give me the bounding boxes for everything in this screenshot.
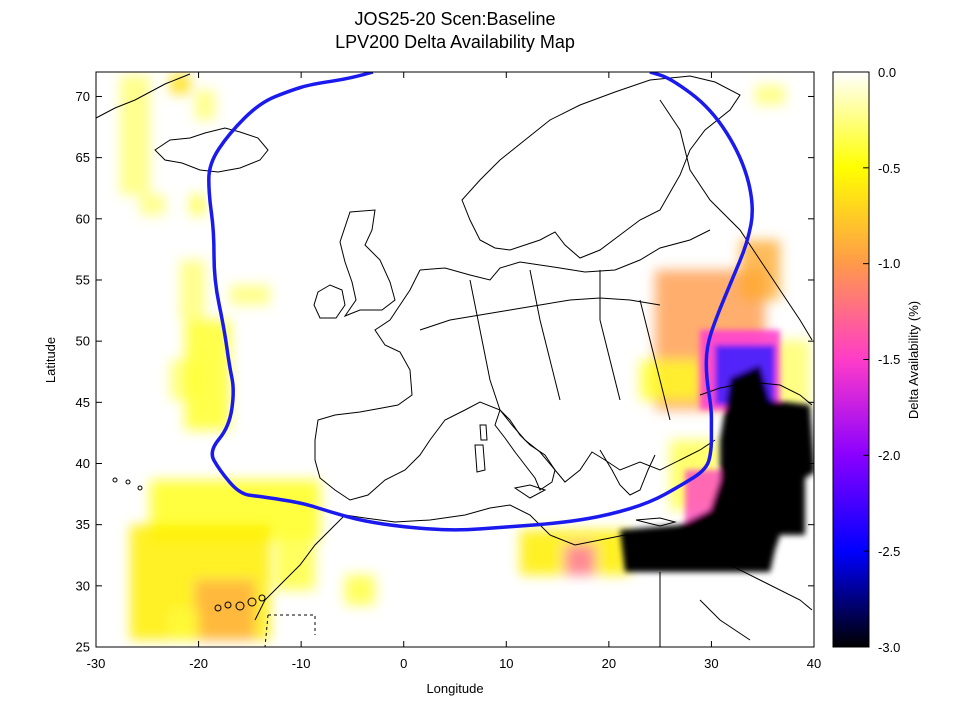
coastline-sardinia xyxy=(474,444,486,473)
heat-patch-romania xyxy=(640,360,700,400)
island-dot xyxy=(247,597,257,607)
coastline-iceland xyxy=(154,127,269,173)
coastline-sicily xyxy=(513,484,547,499)
coastline-western-europe xyxy=(314,261,716,501)
coastline-corsica xyxy=(479,424,488,441)
coastline-north-africa xyxy=(254,504,741,621)
heat-patch-sahara-west xyxy=(275,540,315,590)
heat-patch-eastern-med-black xyxy=(620,365,814,572)
axis-tick-marks xyxy=(95,71,869,648)
colorbar: 0.0 -0.5 -1.0 -1.5 -2.0 -2.5 -3.0 Delta … xyxy=(832,65,921,655)
plot-area xyxy=(95,71,815,648)
coastline-italy xyxy=(494,409,556,491)
heat-patch-atlantic-top xyxy=(170,74,190,94)
chart-title-line2: LPV200 Delta Availability Map xyxy=(335,32,575,52)
plot-frame xyxy=(95,71,815,648)
y-tick-label: 25 xyxy=(76,640,90,655)
heat-patch-atlantic-61 xyxy=(190,195,205,215)
colorbar-tick-label: -0.5 xyxy=(878,161,900,176)
colorbar-tick-label: -1.0 xyxy=(878,256,900,271)
y-tick-label: 60 xyxy=(76,211,90,226)
heat-patch-atlantic-46 xyxy=(170,360,200,400)
y-tick-label: 45 xyxy=(76,395,90,410)
x-axis-ticks: -30 -20 -10 0 10 20 30 40 xyxy=(87,656,822,671)
heat-patch-russia-west xyxy=(740,240,780,300)
y-tick-label: 30 xyxy=(76,578,90,593)
island-dot xyxy=(258,594,266,602)
island-dot xyxy=(137,485,143,491)
y-tick-label: 40 xyxy=(76,456,90,471)
island-dot xyxy=(214,604,222,612)
heat-patch-atlantic-north xyxy=(120,75,150,195)
canary-islands xyxy=(214,594,266,612)
colorbar-tick-label: -2.5 xyxy=(878,544,900,559)
heat-patch-atlantic-60 xyxy=(140,195,165,215)
heat-patch-libya-pink xyxy=(565,545,595,575)
coastline-great-britain xyxy=(339,209,396,318)
x-tick-label: -30 xyxy=(87,656,106,671)
coastline-scandinavia xyxy=(461,75,741,259)
heat-patch-sahara-south xyxy=(170,610,200,640)
colorbar-tick-label: -3.0 xyxy=(878,640,900,655)
heat-patch-iceland-south xyxy=(195,90,215,120)
x-tick-label: 20 xyxy=(602,656,616,671)
azores-islands xyxy=(112,477,143,491)
y-tick-label: 50 xyxy=(76,334,90,349)
border-east xyxy=(659,99,813,341)
island-dot xyxy=(235,601,245,611)
border-black-sea xyxy=(699,381,813,406)
heat-core-layer xyxy=(620,330,814,572)
heat-patch-canary-orange xyxy=(195,580,255,640)
colorbar-tick-label: -2.0 xyxy=(878,448,900,463)
heat-patch-atlantic-55 xyxy=(180,260,205,320)
coastline-baltic xyxy=(539,229,711,273)
colorbar-tick-label: 0.0 xyxy=(878,65,896,80)
coastline-ireland xyxy=(313,284,346,319)
coastline-crete xyxy=(635,517,677,527)
colorbar-ticks: 0.0 -0.5 -1.0 -1.5 -2.0 -2.5 -3.0 xyxy=(878,65,900,655)
colorbar-label: Delta Availability (%) xyxy=(906,301,921,419)
x-tick-label: 30 xyxy=(704,656,718,671)
y-tick-label: 65 xyxy=(76,150,90,165)
island-dot xyxy=(125,479,131,485)
border-middle-east xyxy=(659,559,813,647)
border-western-sahara xyxy=(264,614,316,647)
x-tick-label: 10 xyxy=(499,656,513,671)
heat-patch-atlantic-54 xyxy=(230,285,270,305)
heat-patch-kola xyxy=(755,85,785,105)
service-area-boundary xyxy=(207,72,754,532)
x-axis-label: Longitude xyxy=(426,681,483,696)
coastline-greece xyxy=(599,449,656,496)
coastlines xyxy=(96,73,813,647)
island-dot xyxy=(112,477,118,483)
x-tick-label: -20 xyxy=(189,656,208,671)
y-tick-label: 55 xyxy=(76,273,90,288)
borders-central-europe xyxy=(419,269,671,421)
coastline-greenland xyxy=(96,73,191,119)
x-tick-label: 40 xyxy=(807,656,821,671)
y-axis-ticks: 25 30 35 40 45 50 55 60 65 70 xyxy=(76,89,90,655)
colorbar-tick-label: -1.5 xyxy=(878,352,900,367)
x-tick-label: 0 xyxy=(400,656,407,671)
x-tick-label: -10 xyxy=(292,656,311,671)
heat-patch-sahara-central xyxy=(345,575,375,605)
y-tick-label: 35 xyxy=(76,517,90,532)
chart-title-line1: JOS25-20 Scen:Baseline xyxy=(354,9,555,29)
y-tick-label: 70 xyxy=(76,89,90,104)
island-dot xyxy=(224,601,232,609)
y-axis-label: Latitude xyxy=(43,337,58,383)
